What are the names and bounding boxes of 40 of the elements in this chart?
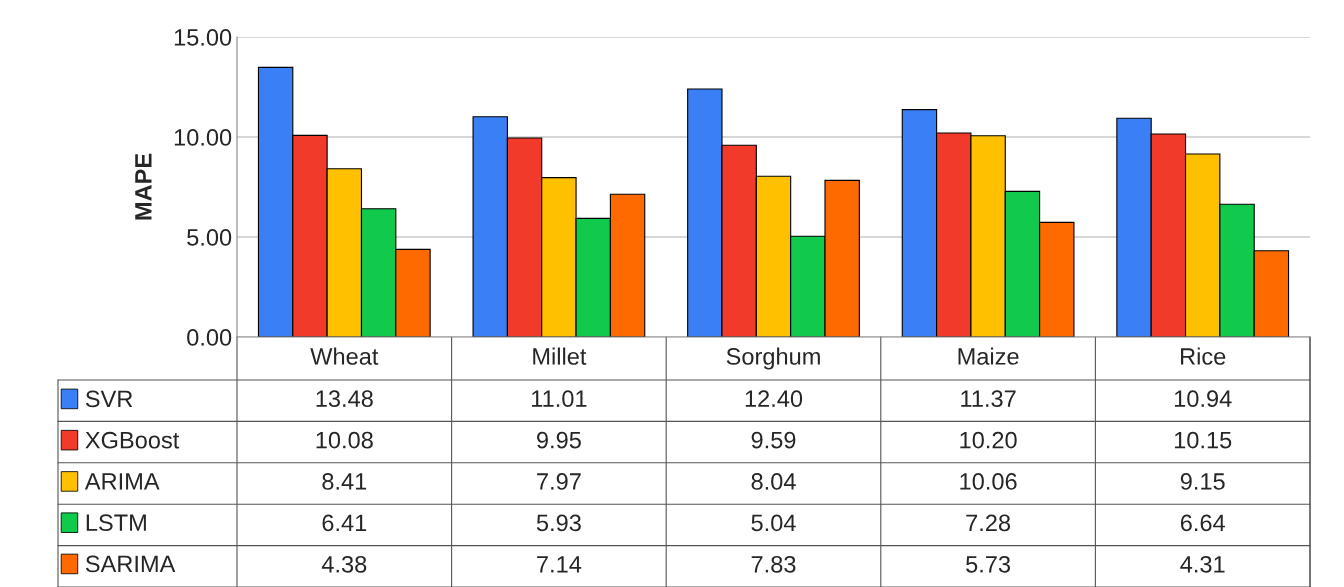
- y-tick-label: 5.00: [187, 229, 232, 246]
- y-axis-title: MAPE: [135, 153, 152, 220]
- data-label: 7.14: [537, 556, 582, 573]
- legend-label: SARIMA: [85, 555, 176, 573]
- data-label: 10.94: [1174, 390, 1232, 408]
- data-label: 4.38: [321, 555, 367, 573]
- data-label: 6.41: [322, 514, 367, 532]
- y-tick-label: 0.00: [187, 329, 232, 346]
- data-label: 6.64: [1180, 514, 1225, 532]
- x-tick-label: Maize: [958, 347, 1019, 365]
- x-tick-label: Sorghum: [726, 347, 820, 370]
- data-label: 10.06: [960, 473, 1017, 490]
- x-tick-label: Wheat: [310, 347, 379, 365]
- data-label: 9.59: [751, 431, 796, 449]
- data-label: 4.31: [1180, 555, 1225, 573]
- data-label: 5.93: [536, 514, 581, 532]
- legend-label: SVR: [85, 390, 133, 408]
- data-label: 11.01: [532, 390, 587, 408]
- data-label: 10.15: [1174, 431, 1232, 449]
- data-label: 12.40: [745, 390, 803, 408]
- x-tick-label: Rice: [1181, 347, 1226, 365]
- data-label: 9.95: [537, 431, 581, 449]
- data-label: 8.04: [751, 473, 796, 490]
- data-label: 7.28: [966, 514, 1011, 532]
- data-label: 13.48: [316, 390, 373, 408]
- legend-label: XGBoost: [85, 431, 180, 449]
- data-label: 7.83: [751, 555, 796, 573]
- data-label: 10.20: [960, 431, 1017, 449]
- legend-label: ARIMA: [84, 473, 160, 490]
- y-tick-label: 10.00: [174, 129, 232, 146]
- data-label: 11.37: [961, 390, 1016, 408]
- data-label: 5.04: [751, 514, 796, 532]
- x-tick-label: Millet: [533, 347, 587, 365]
- y-tick-label: 15.00: [174, 29, 232, 46]
- data-label: 5.73: [966, 555, 1011, 573]
- data-label: 8.41: [322, 473, 367, 490]
- data-label: 10.08: [316, 431, 373, 449]
- data-label: 9.15: [1180, 473, 1225, 490]
- data-label: 7.97: [537, 473, 581, 490]
- legend-label: LSTM: [86, 514, 146, 532]
